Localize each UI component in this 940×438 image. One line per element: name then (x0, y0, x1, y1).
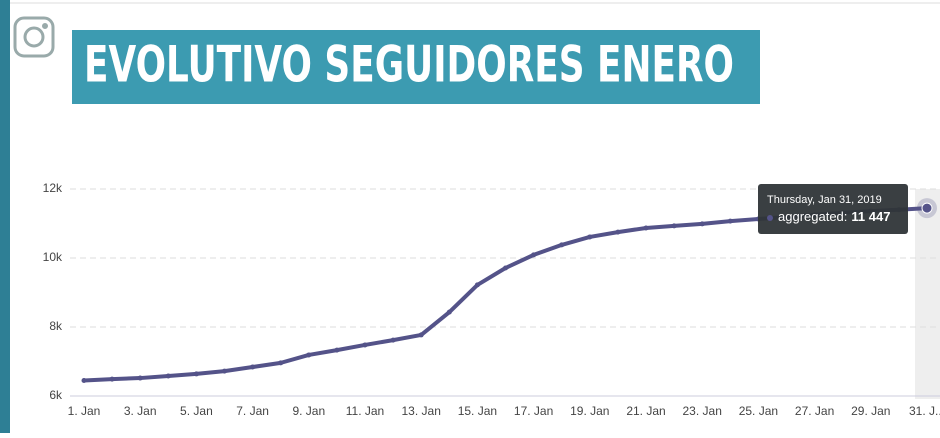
point (110, 377, 115, 382)
tooltip-label: aggregated: (778, 209, 847, 224)
y-tick-label: 6k (49, 388, 63, 402)
hover-band (915, 189, 940, 399)
point (194, 371, 199, 376)
tooltip-date: Thursday, Jan 31, 2019 (767, 194, 882, 206)
point (82, 378, 87, 383)
x-tick-label: 31. J... (909, 404, 940, 418)
point (615, 230, 620, 235)
point (306, 352, 311, 357)
point (363, 342, 368, 347)
x-tick-label: 21. Jan (626, 404, 665, 418)
point (728, 219, 733, 224)
screenshot: EVOLUTIVO SEGUIDORES ENERO 6k 8k 10k 12k 1. … (0, 0, 940, 433)
point (334, 348, 339, 353)
point (531, 252, 536, 257)
tooltip-series: aggregated: 11 447 (778, 209, 890, 224)
x-tick-label: 17. Jan (514, 404, 553, 418)
x-tick-label: 19. Jan (570, 404, 609, 418)
x-tick-label: 13. Jan (402, 404, 441, 418)
x-tick-label: 7. Jan (236, 404, 269, 418)
side-strip (0, 0, 10, 433)
point (559, 242, 564, 247)
y-tick-label: 10k (43, 250, 63, 264)
point (166, 373, 171, 378)
title: EVOLUTIVO SEGUIDORES ENERO (84, 36, 734, 94)
x-tick-label: 23. Jan (683, 404, 722, 418)
point (672, 223, 677, 228)
x-tick-label: 11. Jan (346, 404, 384, 418)
point (475, 282, 480, 287)
point (922, 203, 932, 213)
point (700, 221, 705, 226)
x-tick-label: 27. Jan (795, 404, 834, 418)
x-tick-label: 15. Jan (458, 404, 497, 418)
y-tick-label: 8k (49, 319, 63, 333)
point (278, 360, 283, 365)
point (222, 369, 227, 374)
x-tick-label: 5. Jan (180, 404, 213, 418)
point (644, 225, 649, 230)
point (391, 338, 396, 343)
point (503, 266, 508, 271)
instagram-icon (15, 18, 53, 56)
y-tick-label: 12k (43, 181, 63, 195)
point (447, 310, 452, 315)
x-tick-label: 25. Jan (739, 404, 778, 418)
tooltip-marker (767, 215, 773, 221)
point (138, 376, 143, 381)
x-tick-label: 9. Jan (292, 404, 325, 418)
x-tick-label: 29. Jan (851, 404, 890, 418)
point (587, 234, 592, 239)
point (419, 332, 424, 337)
x-tick-label: 1. Jan (68, 404, 101, 418)
tooltip-value: 11 447 (851, 209, 890, 224)
point (250, 365, 255, 370)
x-tick-label: 3. Jan (124, 404, 157, 418)
